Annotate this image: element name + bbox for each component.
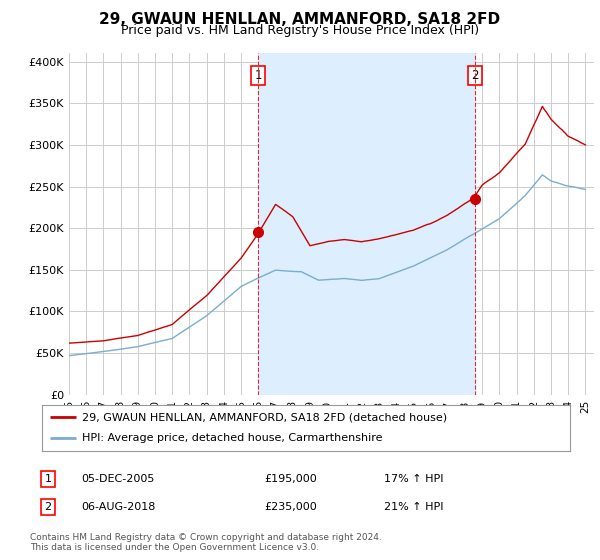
- Text: HPI: Average price, detached house, Carmarthenshire: HPI: Average price, detached house, Carm…: [82, 433, 382, 444]
- Bar: [259, 53, 475, 395]
- Text: Price paid vs. HM Land Registry's House Price Index (HPI): Price paid vs. HM Land Registry's House …: [121, 24, 479, 36]
- Text: 2: 2: [472, 69, 479, 82]
- Text: £235,000: £235,000: [264, 502, 317, 512]
- Text: 2: 2: [44, 502, 52, 512]
- Text: 1: 1: [44, 474, 52, 484]
- Text: 29, GWAUN HENLLAN, AMMANFORD, SA18 2FD: 29, GWAUN HENLLAN, AMMANFORD, SA18 2FD: [100, 12, 500, 27]
- Text: 05-DEC-2005: 05-DEC-2005: [81, 474, 154, 484]
- Text: Contains HM Land Registry data © Crown copyright and database right 2024.: Contains HM Land Registry data © Crown c…: [30, 533, 382, 542]
- Text: 1: 1: [254, 69, 262, 82]
- Text: 06-AUG-2018: 06-AUG-2018: [81, 502, 155, 512]
- Text: £195,000: £195,000: [264, 474, 317, 484]
- Text: This data is licensed under the Open Government Licence v3.0.: This data is licensed under the Open Gov…: [30, 543, 319, 552]
- Text: 17% ↑ HPI: 17% ↑ HPI: [384, 474, 443, 484]
- Text: 29, GWAUN HENLLAN, AMMANFORD, SA18 2FD (detached house): 29, GWAUN HENLLAN, AMMANFORD, SA18 2FD (…: [82, 412, 447, 422]
- Text: 21% ↑ HPI: 21% ↑ HPI: [384, 502, 443, 512]
